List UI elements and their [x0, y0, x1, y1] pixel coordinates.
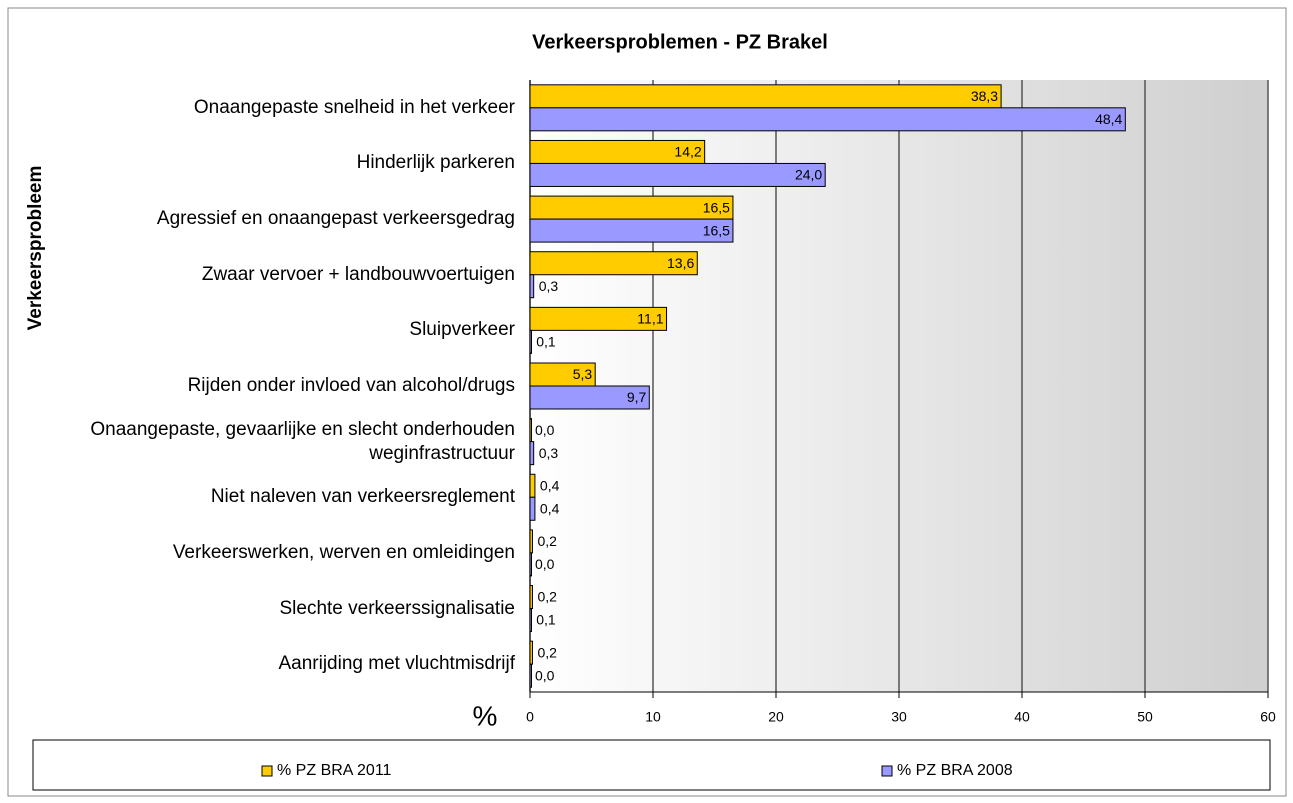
legend-label: % PZ BRA 2008: [897, 762, 1013, 779]
bar: [529, 496, 536, 521]
category-label: Aanrijding met vluchtmisdrijf: [278, 653, 515, 675]
value-label: 16,5: [703, 222, 730, 238]
value-label: 0,4: [540, 477, 560, 493]
bar: [529, 663, 532, 688]
bar: [529, 274, 535, 299]
value-label: 0,4: [540, 500, 560, 516]
bar: [529, 107, 1126, 132]
value-label: 16,5: [703, 199, 730, 215]
value-label: 0,2: [537, 589, 557, 605]
value-label: 0,0: [535, 556, 555, 572]
value-label: 13,6: [667, 255, 694, 271]
bar: [529, 84, 1002, 109]
legend-swatch: [881, 765, 893, 777]
category-label: Onaangepaste, gevaarlijke en slecht onde…: [90, 418, 515, 464]
category-label: Rijden onder invloed van alcohol/drugs: [187, 375, 515, 396]
x-tick-label: 60: [1260, 709, 1276, 725]
bar: [529, 608, 532, 633]
bar: [529, 585, 533, 610]
bar: [529, 162, 826, 187]
bar: [529, 306, 668, 331]
chart-title: Verkeersproblemen - PZ Brakel: [532, 31, 828, 53]
value-label: 48,4: [1095, 111, 1122, 127]
category-label: Slechte verkeerssignalisatie: [279, 597, 515, 619]
category-label: Agressief en onaangepast verkeersgedrag: [156, 208, 515, 230]
x-axis-title: %: [473, 700, 498, 731]
value-label: 0,1: [536, 612, 556, 628]
legend-swatch: [261, 765, 273, 777]
value-label: 0,1: [536, 334, 556, 350]
category-label: Hinderlijk parkeren: [356, 152, 515, 174]
category-label: Onaangepaste snelheid in het verkeer: [193, 96, 515, 118]
value-label: 0,0: [535, 667, 555, 683]
category-label: Zwaar vervoer + landbouwvoertuigen: [201, 263, 515, 285]
value-label: 0,3: [539, 278, 559, 294]
bar: [529, 218, 734, 243]
y-axis-title: Verkeersprobleem: [25, 166, 46, 331]
bar: [529, 473, 536, 498]
x-tick-label: 50: [1137, 709, 1153, 725]
bar: [529, 529, 533, 554]
value-label: 0,3: [539, 445, 559, 461]
value-label: 0,2: [537, 644, 557, 660]
value-label: 11,1: [637, 311, 663, 327]
x-tick-label: 40: [1014, 709, 1030, 725]
value-label: 24,0: [795, 167, 822, 183]
bar: [529, 441, 535, 466]
bar: [529, 552, 532, 577]
bar: [529, 385, 650, 410]
bar: [529, 640, 533, 665]
category-label: Sluipverkeer: [409, 319, 515, 341]
bar: [529, 329, 532, 354]
x-tick-label: 0: [526, 709, 534, 725]
value-label: 38,3: [971, 88, 998, 104]
x-tick-label: 20: [768, 709, 784, 725]
category-label: Verkeerswerken, werven en omleidingen: [172, 541, 515, 563]
bar: [529, 251, 698, 276]
value-label: 0,0: [535, 422, 555, 438]
value-label: 5,3: [573, 366, 593, 382]
category-label: Niet naleven van verkeersreglement: [210, 486, 515, 508]
x-tick-label: 10: [645, 709, 661, 725]
value-label: 0,2: [537, 533, 557, 549]
x-tick-label: 30: [891, 709, 907, 725]
value-label: 14,2: [674, 144, 701, 160]
bar: [529, 418, 532, 443]
value-label: 9,7: [627, 389, 647, 405]
legend: [32, 739, 1271, 791]
legend-label: % PZ BRA 2011: [277, 762, 392, 779]
